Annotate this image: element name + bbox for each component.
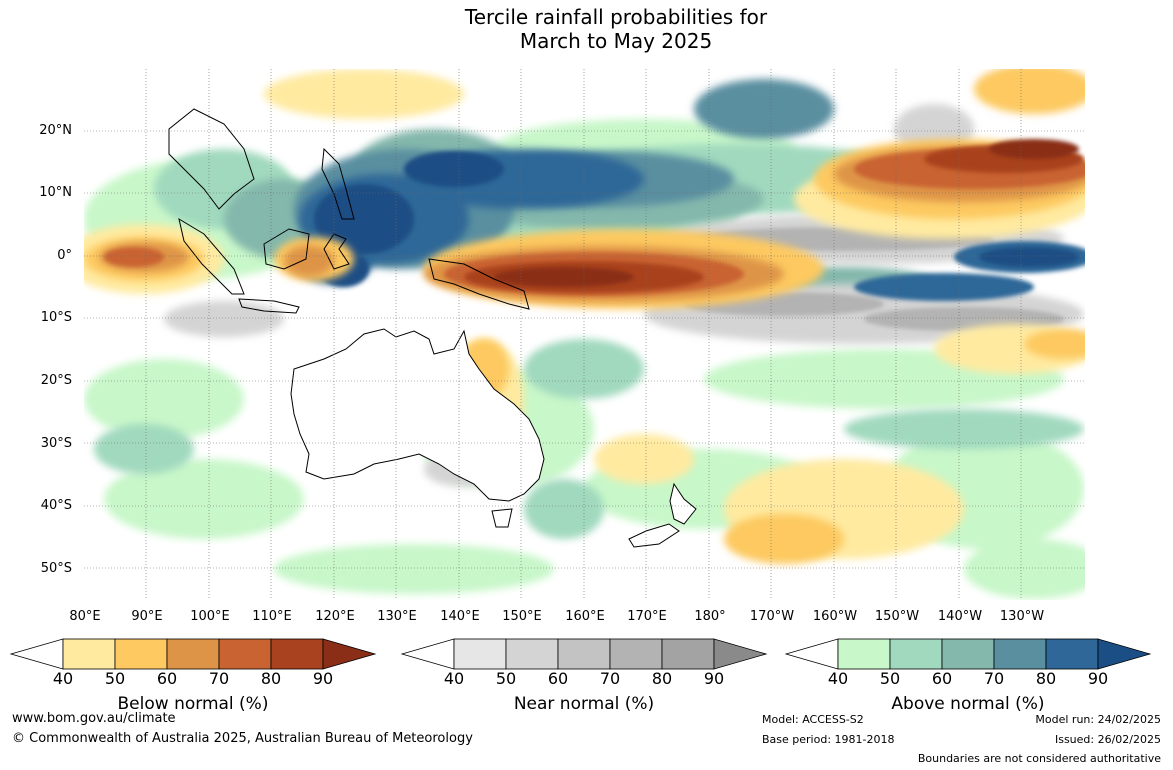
colorbar-segment — [166, 638, 220, 670]
above-tick-90: 90 — [1087, 669, 1109, 688]
colorbar-under-triangle — [785, 638, 839, 670]
lon-label-160w: 160°W — [812, 609, 858, 624]
lat-label-10n: 10°N — [39, 185, 72, 200]
colorbar-segment — [889, 638, 943, 670]
near-tick-60: 60 — [547, 669, 569, 688]
lon-label-180: 180° — [694, 609, 726, 624]
above-tick-80: 80 — [1035, 669, 1057, 688]
lat-label-50s: 50°S — [40, 561, 72, 576]
lon-label-140w: 140°W — [937, 609, 983, 624]
above-normal-label: Above normal (%) — [891, 694, 1045, 714]
lon-label-100e: 100°E — [190, 609, 230, 624]
above-tick-40: 40 — [827, 669, 849, 688]
new-zealand-south-coastline — [628, 523, 680, 548]
colorbar-over-triangle — [1097, 638, 1152, 670]
colorbar-segment — [505, 638, 559, 670]
below-tick-70: 70 — [208, 669, 230, 688]
above-tick-50: 50 — [879, 669, 901, 688]
base-period: Base period: 1981-2018 — [762, 733, 895, 746]
lon-label-90e: 90°E — [131, 609, 163, 624]
lon-label-160e: 160°E — [565, 609, 605, 624]
colorbar-segment — [218, 638, 272, 670]
new-guinea-coastline — [428, 258, 530, 310]
colorbar-below-normal — [10, 638, 377, 670]
near-tick-50: 50 — [495, 669, 517, 688]
map-title-line1: Tercile rainfall probabilities for — [464, 5, 768, 29]
colorbar-segment — [837, 638, 891, 670]
below-tick-40: 40 — [52, 669, 74, 688]
colorbar-segment — [62, 638, 116, 670]
copyright-text: © Commonwealth of Australia 2025, Austra… — [12, 731, 473, 746]
lon-label-170w: 170°W — [749, 609, 795, 624]
colorbar-under-triangle — [401, 638, 455, 670]
lat-label-10s: 10°S — [40, 310, 72, 325]
below-tick-90: 90 — [312, 669, 334, 688]
colorbar-segment — [993, 638, 1047, 670]
near-tick-70: 70 — [599, 669, 621, 688]
colorbar-under-triangle — [10, 638, 64, 670]
colorbar-segment — [114, 638, 168, 670]
below-tick-60: 60 — [156, 669, 178, 688]
lon-label-170e: 170°E — [627, 609, 667, 624]
colorbar-near-normal — [401, 638, 768, 670]
lon-label-110e: 110°E — [252, 609, 292, 624]
colorbar-segment — [941, 638, 995, 670]
java-coastline — [238, 298, 300, 314]
colorbar-segment — [1045, 638, 1099, 670]
lat-label-equator: 0° — [57, 248, 72, 263]
philippines-coastline — [321, 147, 355, 220]
colorbar-segment — [661, 638, 715, 670]
issued-date: Issued: 26/02/2025 — [1054, 733, 1161, 746]
tasmania-coastline — [491, 508, 513, 528]
lon-label-150w: 150°W — [874, 609, 920, 624]
colorbar-segment — [609, 638, 663, 670]
lat-label-20n: 20°N — [39, 123, 72, 138]
rainfall-probability-map — [84, 69, 1085, 600]
colorbar-segment — [557, 638, 611, 670]
model-run-date: Model run: 24/02/2025 — [1035, 713, 1161, 726]
model-name: Model: ACCESS-S2 — [762, 713, 864, 726]
near-tick-80: 80 — [651, 669, 673, 688]
below-tick-50: 50 — [104, 669, 126, 688]
map-title-line2: March to May 2025 — [519, 29, 713, 53]
lat-label-20s: 20°S — [40, 373, 72, 388]
lat-label-30s: 30°S — [40, 436, 72, 451]
lon-label-130e: 130°E — [377, 609, 417, 624]
coastlines — [168, 108, 697, 548]
lon-label-150e: 150°E — [502, 609, 542, 624]
sumatra-coastline — [178, 217, 245, 295]
boundaries-disclaimer: Boundaries are not considered authoritat… — [917, 752, 1161, 765]
near-normal-label: Near normal (%) — [513, 694, 655, 714]
colorbar-over-triangle — [713, 638, 768, 670]
lon-label-120e: 120°E — [315, 609, 355, 624]
below-tick-80: 80 — [260, 669, 282, 688]
colorbar-over-triangle — [322, 638, 377, 670]
australia-coastline — [290, 328, 545, 502]
indochina-coastline — [168, 108, 255, 210]
lon-label-130w: 130°W — [999, 609, 1045, 624]
graticule — [84, 69, 1085, 600]
below-normal-label: Below normal (%) — [117, 694, 269, 714]
lon-label-140e: 140°E — [440, 609, 480, 624]
probability-fields — [84, 69, 1085, 599]
above-tick-70: 70 — [983, 669, 1005, 688]
colorbar-above-normal — [785, 638, 1152, 670]
above-tick-60: 60 — [931, 669, 953, 688]
colorbar-segment — [453, 638, 507, 670]
near-tick-90: 90 — [703, 669, 725, 688]
new-zealand-north-coastline — [669, 482, 697, 525]
lat-label-40s: 40°S — [40, 498, 72, 513]
near-tick-40: 40 — [443, 669, 465, 688]
borneo-coastline — [263, 228, 310, 270]
website-link[interactable]: www.bom.gov.au/climate — [12, 711, 176, 726]
lon-label-80e: 80°E — [69, 609, 101, 624]
colorbar-segment — [270, 638, 324, 670]
